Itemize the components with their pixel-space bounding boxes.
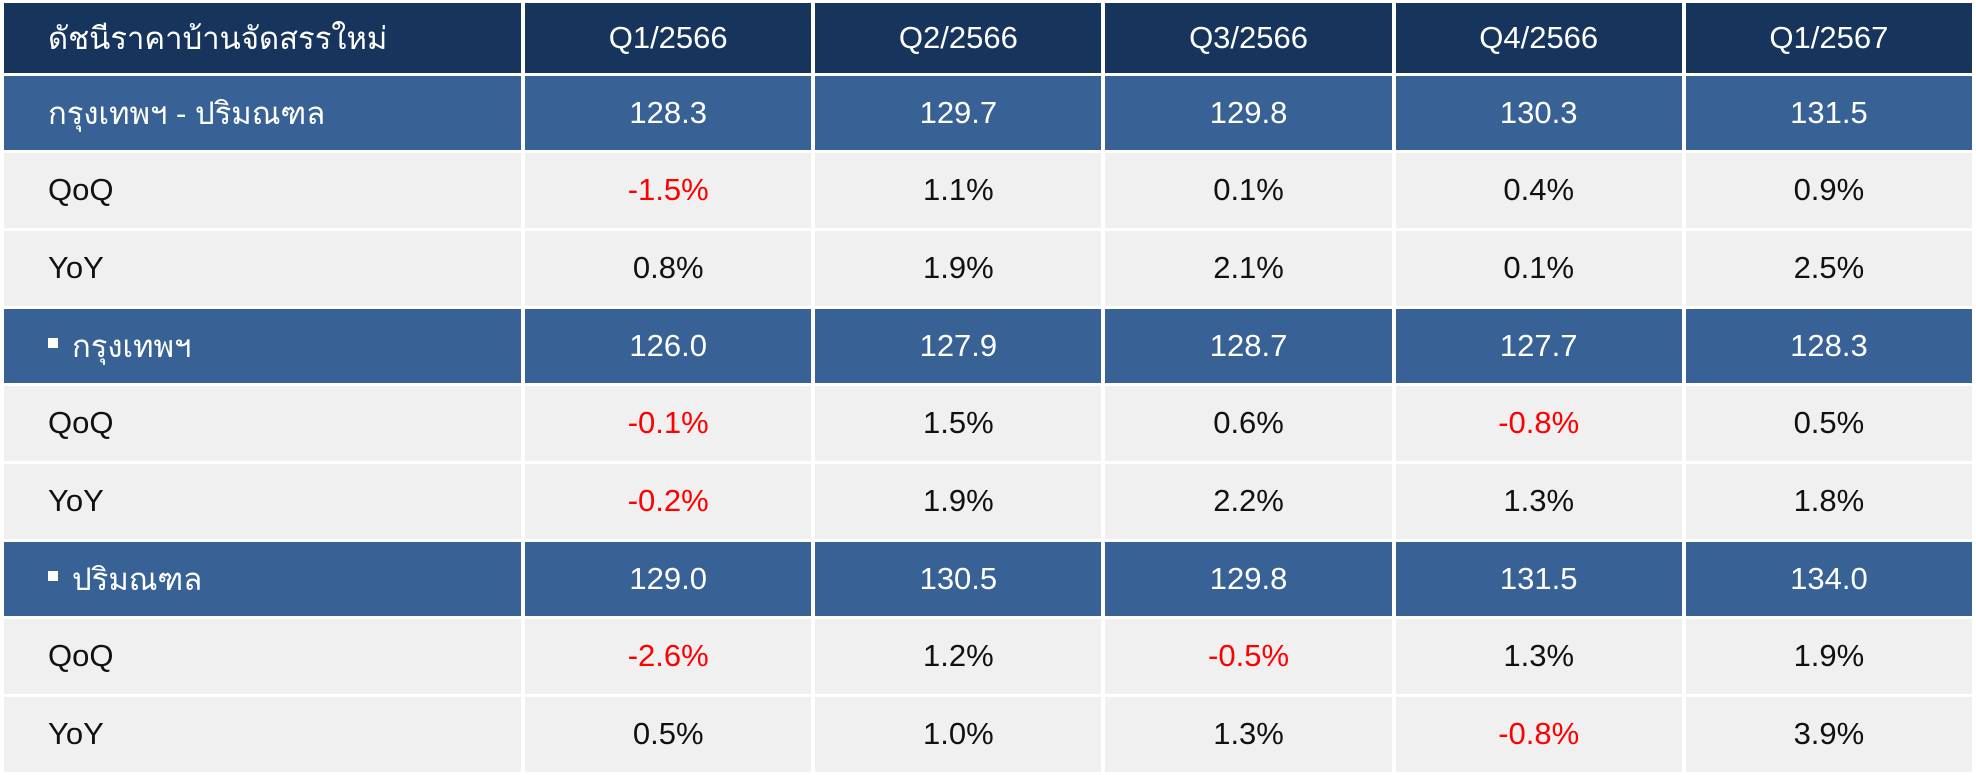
index-value: 127.9 [815, 308, 1102, 383]
bullet-icon [48, 570, 58, 581]
index-value: 129.0 [525, 541, 812, 616]
header-row: ดัชนีราคาบ้านจัดสรรใหม่ Q1/2566 Q2/2566 … [4, 3, 1972, 73]
qoq-row: QoQ -1.5% 1.1% 0.1% 0.4% 0.9% [4, 152, 1972, 228]
qoq-value: 1.2% [815, 618, 1102, 694]
qoq-value: 1.1% [815, 152, 1102, 228]
row-label: QoQ [4, 385, 522, 461]
yoy-value: 2.5% [1685, 230, 1972, 306]
yoy-row: YoY 0.8% 1.9% 2.1% 0.1% 2.5% [4, 230, 1972, 306]
index-value: 128.3 [1685, 308, 1972, 383]
column-header: Q3/2566 [1105, 3, 1392, 73]
index-row: กรุงเทพฯ 126.0 127.9 128.7 127.7 128.3 [4, 308, 1972, 383]
index-value: 130.5 [815, 541, 1102, 616]
qoq-value: -1.5% [525, 152, 812, 228]
yoy-value: 1.8% [1685, 463, 1972, 539]
index-value: 129.8 [1105, 76, 1392, 150]
yoy-value: -0.2% [525, 463, 812, 539]
qoq-value: -0.8% [1395, 385, 1682, 461]
yoy-value: 3.9% [1685, 696, 1972, 772]
index-row: ปริมณฑล 129.0 130.5 129.8 131.5 134.0 [4, 541, 1972, 616]
yoy-value: 0.1% [1395, 230, 1682, 306]
yoy-value: -0.8% [1395, 696, 1682, 772]
qoq-value: -0.1% [525, 385, 812, 461]
qoq-value: 0.1% [1105, 152, 1392, 228]
column-header: Q1/2566 [525, 3, 812, 73]
index-value: 131.5 [1685, 76, 1972, 150]
index-value: 130.3 [1395, 76, 1682, 150]
yoy-value: 1.3% [1395, 463, 1682, 539]
yoy-value: 2.1% [1105, 230, 1392, 306]
region-label: กรุงเทพฯ [4, 308, 522, 383]
index-value: 127.7 [1395, 308, 1682, 383]
row-label: YoY [4, 230, 522, 306]
qoq-value: 1.9% [1685, 618, 1972, 694]
qoq-value: 1.3% [1395, 618, 1682, 694]
index-value: 129.8 [1105, 541, 1392, 616]
yoy-value: 1.0% [815, 696, 1102, 772]
yoy-value: 1.9% [815, 230, 1102, 306]
qoq-value: -2.6% [525, 618, 812, 694]
index-row: กรุงเทพฯ - ปริมณฑล 128.3 129.7 129.8 130… [4, 76, 1972, 150]
yoy-row: YoY -0.2% 1.9% 2.2% 1.3% 1.8% [4, 463, 1972, 539]
yoy-row: YoY 0.5% 1.0% 1.3% -0.8% 3.9% [4, 696, 1972, 772]
qoq-row: QoQ -2.6% 1.2% -0.5% 1.3% 1.9% [4, 618, 1972, 694]
region-label: กรุงเทพฯ - ปริมณฑล [4, 76, 522, 150]
yoy-value: 2.2% [1105, 463, 1392, 539]
qoq-value: 0.9% [1685, 152, 1972, 228]
index-value: 128.3 [525, 76, 812, 150]
column-header: Q4/2566 [1395, 3, 1682, 73]
row-label: YoY [4, 696, 522, 772]
yoy-value: 1.9% [815, 463, 1102, 539]
row-label: QoQ [4, 152, 522, 228]
column-header: Q1/2567 [1685, 3, 1972, 73]
bullet-icon [48, 337, 58, 348]
qoq-row: QoQ -0.1% 1.5% 0.6% -0.8% 0.5% [4, 385, 1972, 461]
qoq-value: 1.5% [815, 385, 1102, 461]
yoy-value: 0.5% [525, 696, 812, 772]
qoq-value: -0.5% [1105, 618, 1392, 694]
index-value: 126.0 [525, 308, 812, 383]
index-value: 128.7 [1105, 308, 1392, 383]
region-name: กรุงเทพฯ - ปริมณฑล [48, 95, 326, 131]
qoq-value: 0.4% [1395, 152, 1682, 228]
row-label: YoY [4, 463, 522, 539]
yoy-value: 1.3% [1105, 696, 1392, 772]
row-label: QoQ [4, 618, 522, 694]
column-header: Q2/2566 [815, 3, 1102, 73]
region-name: ปริมณฑล [72, 561, 203, 597]
qoq-value: 0.6% [1105, 385, 1392, 461]
table-title: ดัชนีราคาบ้านจัดสรรใหม่ [4, 3, 522, 73]
index-value: 134.0 [1685, 541, 1972, 616]
region-label: ปริมณฑล [4, 541, 522, 616]
index-value: 129.7 [815, 76, 1102, 150]
qoq-value: 0.5% [1685, 385, 1972, 461]
yoy-value: 0.8% [525, 230, 812, 306]
region-name: กรุงเทพฯ [72, 328, 192, 364]
index-value: 131.5 [1395, 541, 1682, 616]
